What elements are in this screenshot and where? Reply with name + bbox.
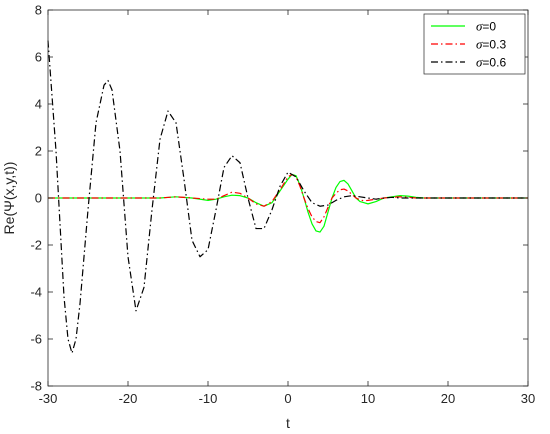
- legend-label-0: σ=0: [476, 19, 496, 34]
- y-tick-label: -8: [30, 379, 42, 394]
- y-tick-label: 0: [35, 191, 42, 206]
- y-tick-label: 4: [35, 97, 42, 112]
- y-tick-label: -6: [30, 332, 42, 347]
- x-tick-label: -10: [199, 391, 218, 406]
- series-layer: [47, 40, 528, 354]
- y-tick-label: 2: [35, 144, 42, 159]
- x-tick-label: 20: [441, 391, 455, 406]
- x-tick-label: 10: [361, 391, 375, 406]
- legend: σ=0σ=0.3σ=0.6: [423, 13, 526, 75]
- legend-symbol: σ: [476, 37, 483, 52]
- x-tick-label: -20: [119, 391, 138, 406]
- legend-symbol: σ: [476, 19, 483, 34]
- legend-symbol: σ: [476, 55, 483, 70]
- series-line-0: [48, 173, 528, 233]
- x-tick-label: 30: [521, 391, 535, 406]
- legend-value: =0.3: [482, 38, 506, 52]
- x-tick-label: 0: [284, 391, 291, 406]
- legend-label-1: σ=0.3: [476, 37, 506, 52]
- y-tick-label: 6: [35, 50, 42, 65]
- legend-label-2: σ=0.6: [476, 55, 506, 70]
- legend-value: =0.6: [482, 56, 506, 70]
- y-axis-label: Re(Ψ(x,y,t)): [1, 162, 17, 235]
- series-line-2: [47, 40, 528, 354]
- x-tick-label: -30: [39, 391, 58, 406]
- y-tick-label: 8: [35, 3, 42, 18]
- y-tick-label: -2: [30, 238, 42, 253]
- legend-box: [423, 13, 526, 75]
- y-tick-label: -4: [30, 285, 42, 300]
- x-axis-label: t: [286, 415, 290, 431]
- legend-value: =0: [482, 20, 496, 34]
